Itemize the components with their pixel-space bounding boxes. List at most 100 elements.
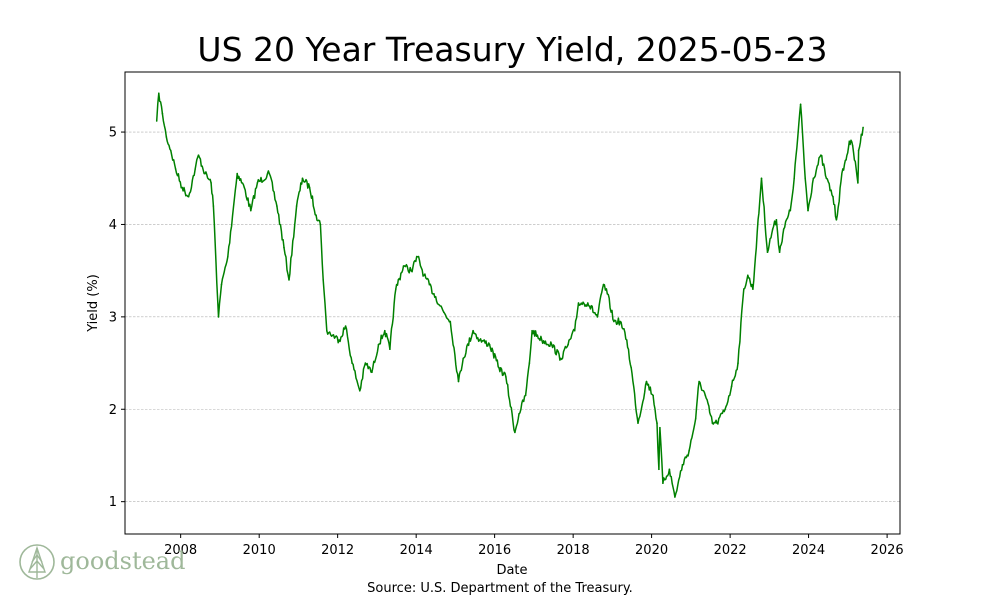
data-point bbox=[170, 149, 172, 152]
data-point bbox=[416, 255, 419, 258]
data-point bbox=[848, 140, 851, 143]
data-point bbox=[845, 159, 847, 161]
data-point bbox=[433, 293, 435, 295]
y-tick-label: 5 bbox=[109, 126, 117, 141]
data-point bbox=[626, 339, 628, 341]
data-point bbox=[351, 362, 353, 364]
data-point bbox=[301, 177, 304, 180]
data-point bbox=[602, 283, 605, 286]
data-point bbox=[528, 362, 531, 364]
series-layer bbox=[155, 92, 864, 498]
data-point bbox=[698, 380, 700, 383]
data-point bbox=[364, 362, 367, 364]
data-point bbox=[793, 177, 795, 180]
data-point bbox=[851, 145, 854, 147]
data-point bbox=[524, 394, 527, 397]
yield-line bbox=[155, 92, 864, 498]
data-point bbox=[857, 182, 859, 184]
data-point bbox=[662, 482, 664, 485]
data-point bbox=[395, 288, 397, 290]
data-point bbox=[820, 154, 822, 156]
data-point bbox=[315, 214, 317, 216]
x-tick-label: 2020 bbox=[635, 543, 668, 558]
y-axis-label: Yield (%) bbox=[86, 274, 101, 333]
data-point bbox=[462, 357, 465, 360]
data-point bbox=[236, 172, 238, 175]
data-point bbox=[630, 366, 632, 369]
data-point bbox=[668, 468, 671, 471]
data-point bbox=[716, 422, 718, 424]
data-point bbox=[165, 135, 168, 138]
data-point bbox=[658, 468, 660, 471]
x-tick-label: 2016 bbox=[478, 543, 511, 558]
data-point bbox=[472, 329, 474, 332]
data-point bbox=[737, 362, 739, 364]
data-point bbox=[842, 168, 844, 170]
data-point bbox=[606, 293, 609, 295]
x-tick-label: 2012 bbox=[321, 543, 354, 558]
data-point bbox=[674, 496, 676, 498]
data-point bbox=[371, 371, 373, 374]
data-point bbox=[423, 274, 425, 277]
data-point bbox=[276, 205, 278, 207]
data-point bbox=[217, 316, 220, 318]
data-point bbox=[659, 426, 661, 429]
data-point bbox=[681, 463, 684, 466]
source-note: Source: U.S. Department of the Treasury. bbox=[367, 581, 633, 596]
data-point bbox=[857, 149, 860, 152]
data-point bbox=[825, 177, 828, 180]
data-point bbox=[832, 195, 834, 198]
data-point bbox=[288, 279, 290, 281]
data-point bbox=[443, 311, 445, 314]
data-point bbox=[478, 339, 481, 341]
data-point bbox=[514, 431, 516, 434]
data-point bbox=[227, 255, 229, 258]
data-point bbox=[760, 177, 763, 180]
data-point bbox=[210, 182, 212, 184]
data-point bbox=[730, 385, 733, 388]
data-point bbox=[799, 103, 802, 106]
data-point bbox=[778, 251, 781, 253]
data-point bbox=[775, 219, 778, 221]
data-point bbox=[174, 168, 177, 170]
data-point bbox=[308, 186, 311, 189]
y-tick-label: 1 bbox=[109, 495, 117, 510]
x-tick-label: 2018 bbox=[557, 543, 590, 558]
x-tick-label: 2010 bbox=[243, 543, 276, 558]
data-point bbox=[457, 380, 460, 383]
data-point bbox=[505, 376, 507, 378]
data-point bbox=[220, 283, 223, 286]
y-tick-label: 3 bbox=[109, 310, 117, 325]
x-axis-label: Date bbox=[496, 563, 527, 578]
data-point bbox=[194, 168, 196, 170]
data-point bbox=[694, 417, 697, 420]
data-point bbox=[656, 422, 658, 424]
x-tick-label: 2008 bbox=[164, 543, 197, 558]
data-point bbox=[541, 339, 543, 341]
data-point bbox=[711, 422, 714, 424]
x-tick-label: 2022 bbox=[714, 543, 747, 558]
data-point bbox=[268, 172, 271, 175]
data-point bbox=[567, 343, 569, 346]
data-point bbox=[187, 195, 190, 198]
data-point bbox=[560, 357, 562, 360]
data-point bbox=[256, 182, 259, 184]
data-point bbox=[531, 329, 533, 332]
y-axis-ticks: 1 2 3 4 5 bbox=[109, 126, 125, 510]
data-point bbox=[862, 126, 864, 129]
data-point bbox=[807, 209, 809, 212]
logo-text: goodstead bbox=[60, 547, 186, 575]
x-tick-label: 2024 bbox=[792, 543, 825, 558]
data-point bbox=[250, 209, 252, 212]
tree-icon bbox=[19, 544, 55, 580]
data-point bbox=[155, 120, 158, 122]
chart-title: US 20 Year Treasury Yield, 2025-05-23 bbox=[197, 30, 828, 69]
y-tick-label: 2 bbox=[109, 403, 117, 418]
data-point bbox=[724, 408, 726, 411]
data-point bbox=[613, 320, 615, 323]
data-point bbox=[771, 228, 774, 230]
y-tick-label: 4 bbox=[109, 218, 117, 233]
data-point bbox=[204, 172, 206, 175]
data-point bbox=[161, 112, 164, 115]
